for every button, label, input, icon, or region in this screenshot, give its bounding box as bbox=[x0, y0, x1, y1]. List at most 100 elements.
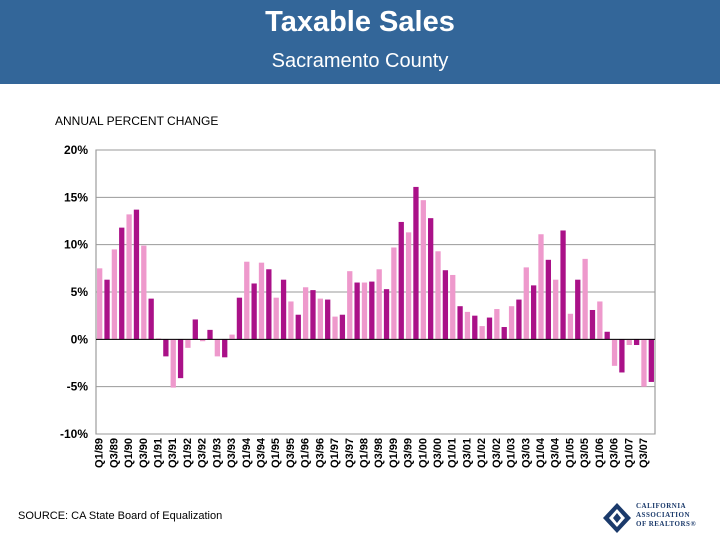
bar bbox=[339, 314, 346, 340]
bar bbox=[369, 281, 375, 340]
bar bbox=[523, 267, 529, 340]
bar bbox=[641, 339, 647, 387]
bar bbox=[347, 271, 353, 340]
bar bbox=[126, 214, 132, 340]
x-tick-label: Q1/92 bbox=[182, 438, 194, 468]
bar bbox=[354, 282, 360, 340]
x-tick-label: Q1/95 bbox=[270, 438, 282, 468]
x-tick-label: Q3/02 bbox=[491, 438, 503, 468]
bar bbox=[472, 315, 478, 340]
bar bbox=[457, 306, 463, 340]
bar bbox=[185, 339, 191, 348]
bar bbox=[589, 309, 596, 340]
bar bbox=[280, 279, 287, 340]
bar bbox=[119, 227, 125, 340]
bar bbox=[582, 258, 588, 340]
bar bbox=[104, 279, 110, 340]
bar bbox=[163, 339, 169, 357]
x-tick-label: Q3/03 bbox=[520, 438, 532, 468]
x-tick-label: Q3/99 bbox=[403, 438, 415, 468]
car-logo: CALIFORNIA ASSOCIATION OF REALTORS® bbox=[600, 498, 718, 536]
x-tick-label: Q1/96 bbox=[300, 438, 312, 468]
y-tick-label: -5% bbox=[67, 380, 89, 394]
x-tick-label: Q3/92 bbox=[197, 438, 209, 468]
logo-line-2: ASSOCIATION bbox=[636, 511, 690, 519]
bar bbox=[111, 249, 118, 340]
x-tick-label: Q3/93 bbox=[226, 438, 238, 468]
x-tick-label: Q1/99 bbox=[388, 438, 400, 468]
bar bbox=[450, 274, 456, 340]
x-tick-label: Q1/00 bbox=[417, 438, 429, 468]
y-tick-label: -10% bbox=[60, 427, 88, 441]
bar bbox=[133, 209, 140, 340]
x-tick-label: Q1/03 bbox=[506, 438, 518, 468]
x-tick-label: Q1/89 bbox=[94, 438, 106, 468]
x-tick-label: Q1/93 bbox=[211, 438, 223, 468]
x-tick-label: Q3/91 bbox=[167, 438, 179, 468]
logo-text: CALIFORNIA ASSOCIATION OF REALTORS® bbox=[636, 502, 696, 529]
bar bbox=[501, 327, 507, 340]
bar bbox=[141, 245, 147, 340]
bar bbox=[200, 339, 206, 342]
bar bbox=[325, 299, 331, 340]
bar bbox=[479, 326, 485, 340]
bar bbox=[383, 289, 390, 340]
x-tick-label: Q3/96 bbox=[314, 438, 326, 468]
bar bbox=[405, 232, 412, 340]
header-banner: Taxable Sales Sacramento County bbox=[0, 0, 720, 84]
bar bbox=[633, 339, 640, 346]
bar bbox=[288, 301, 294, 340]
bar bbox=[391, 247, 397, 340]
bar bbox=[214, 339, 221, 357]
bar bbox=[530, 285, 537, 340]
bar bbox=[486, 317, 493, 340]
bar-chart: 20% 15% 10% 5% 0% -5% -10% Q1/89 Q3/89 Q1/90 Q3/90… bbox=[60, 143, 656, 468]
x-tick-label: Q1/06 bbox=[594, 438, 606, 468]
bar bbox=[619, 339, 625, 373]
bar bbox=[258, 262, 265, 340]
x-tick-label: Q3/94 bbox=[255, 437, 267, 468]
y-tick-label: 0% bbox=[71, 332, 89, 346]
x-tick-label: Q1/98 bbox=[358, 438, 370, 468]
x-tick-label: Q1/07 bbox=[623, 438, 635, 468]
bar bbox=[266, 269, 272, 340]
bar bbox=[148, 298, 154, 340]
x-tick-label: Q3/97 bbox=[344, 438, 356, 468]
bar bbox=[442, 270, 449, 340]
x-tick-label: Q1/04 bbox=[535, 437, 547, 468]
bar bbox=[332, 316, 338, 340]
logo-mark-icon bbox=[603, 503, 631, 533]
y-tick-label: 10% bbox=[64, 238, 88, 252]
bar bbox=[97, 268, 103, 340]
bar bbox=[295, 314, 301, 340]
bar bbox=[222, 339, 228, 358]
x-tick-label: Q3/01 bbox=[461, 438, 473, 468]
x-tick-label: Q3/89 bbox=[108, 438, 120, 468]
bar bbox=[567, 313, 574, 340]
bar bbox=[435, 251, 441, 340]
bar bbox=[508, 306, 515, 340]
bar bbox=[516, 299, 522, 340]
page-title: Taxable Sales bbox=[265, 6, 455, 38]
bar bbox=[236, 297, 243, 340]
x-tick-label: Q3/04 bbox=[550, 437, 562, 468]
bar bbox=[244, 261, 250, 340]
bar bbox=[494, 309, 500, 340]
bar bbox=[229, 334, 235, 340]
logo-line-3: OF REALTORS® bbox=[636, 520, 697, 528]
bar bbox=[553, 279, 559, 340]
bar bbox=[538, 234, 544, 340]
bar bbox=[611, 339, 618, 366]
y-tick-label: 5% bbox=[71, 285, 89, 299]
x-tick-label: Q3/00 bbox=[432, 438, 444, 468]
bar bbox=[464, 311, 471, 340]
x-tick-label: Q3/06 bbox=[609, 438, 621, 468]
bar bbox=[648, 339, 654, 382]
y-axis-label: ANNUAL PERCENT CHANGE bbox=[55, 114, 219, 128]
bar bbox=[626, 339, 632, 346]
bar bbox=[273, 297, 279, 340]
bar bbox=[310, 290, 316, 340]
bar bbox=[604, 331, 610, 340]
bar bbox=[207, 329, 213, 340]
x-tick-label: Q1/02 bbox=[476, 438, 488, 468]
